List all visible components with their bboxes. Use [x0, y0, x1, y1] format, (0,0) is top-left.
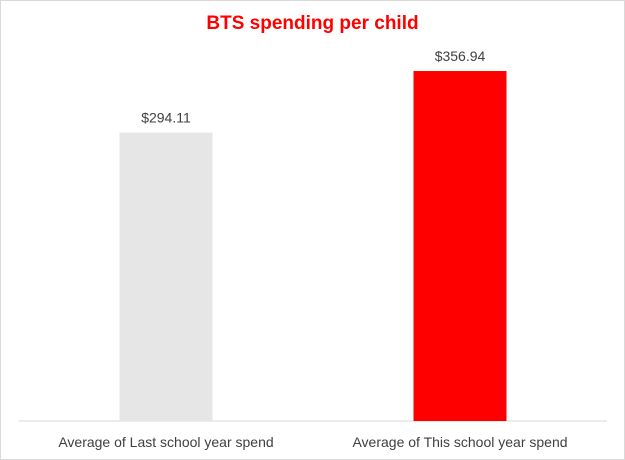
data-label-2: $356.94: [435, 48, 486, 64]
category-label-2: Average of This school year spend: [352, 434, 567, 450]
data-label-1: $294.11: [141, 110, 191, 126]
category-label-1: Average of Last school year spend: [58, 434, 273, 450]
chart-title: BTS spending per child: [206, 13, 419, 34]
bar-2: [413, 71, 507, 422]
bar-1: [119, 132, 213, 422]
